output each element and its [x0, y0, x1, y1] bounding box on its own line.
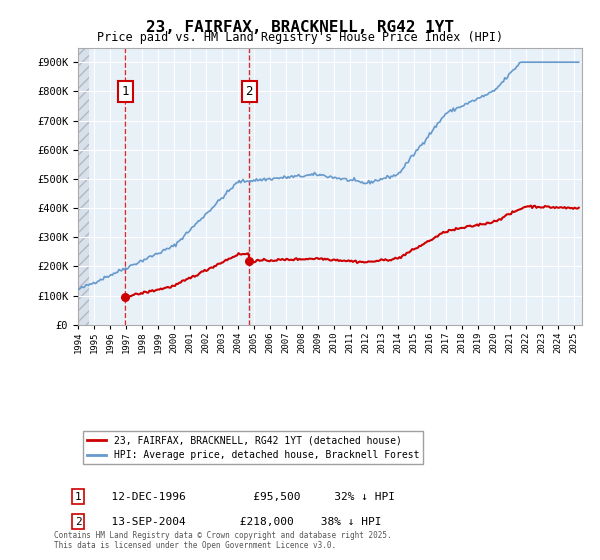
Text: 2: 2: [74, 517, 82, 526]
Text: 13-SEP-2004        £218,000    38% ↓ HPI: 13-SEP-2004 £218,000 38% ↓ HPI: [98, 517, 382, 526]
Bar: [78, 48, 89, 325]
Point: [121, 292, 130, 301]
Text: 12-DEC-1996          £95,500     32% ↓ HPI: 12-DEC-1996 £95,500 32% ↓ HPI: [98, 492, 395, 502]
Text: 2: 2: [245, 85, 253, 98]
Point: [245, 256, 254, 265]
Text: Price paid vs. HM Land Registry's House Price Index (HPI): Price paid vs. HM Land Registry's House …: [97, 31, 503, 44]
Legend: 23, FAIRFAX, BRACKNELL, RG42 1YT (detached house), HPI: Average price, detached : 23, FAIRFAX, BRACKNELL, RG42 1YT (detach…: [83, 431, 424, 464]
Text: 1: 1: [121, 85, 129, 98]
Text: 23, FAIRFAX, BRACKNELL, RG42 1YT: 23, FAIRFAX, BRACKNELL, RG42 1YT: [146, 20, 454, 35]
Text: 1: 1: [74, 492, 82, 502]
Text: Contains HM Land Registry data © Crown copyright and database right 2025.
This d: Contains HM Land Registry data © Crown c…: [54, 530, 392, 550]
